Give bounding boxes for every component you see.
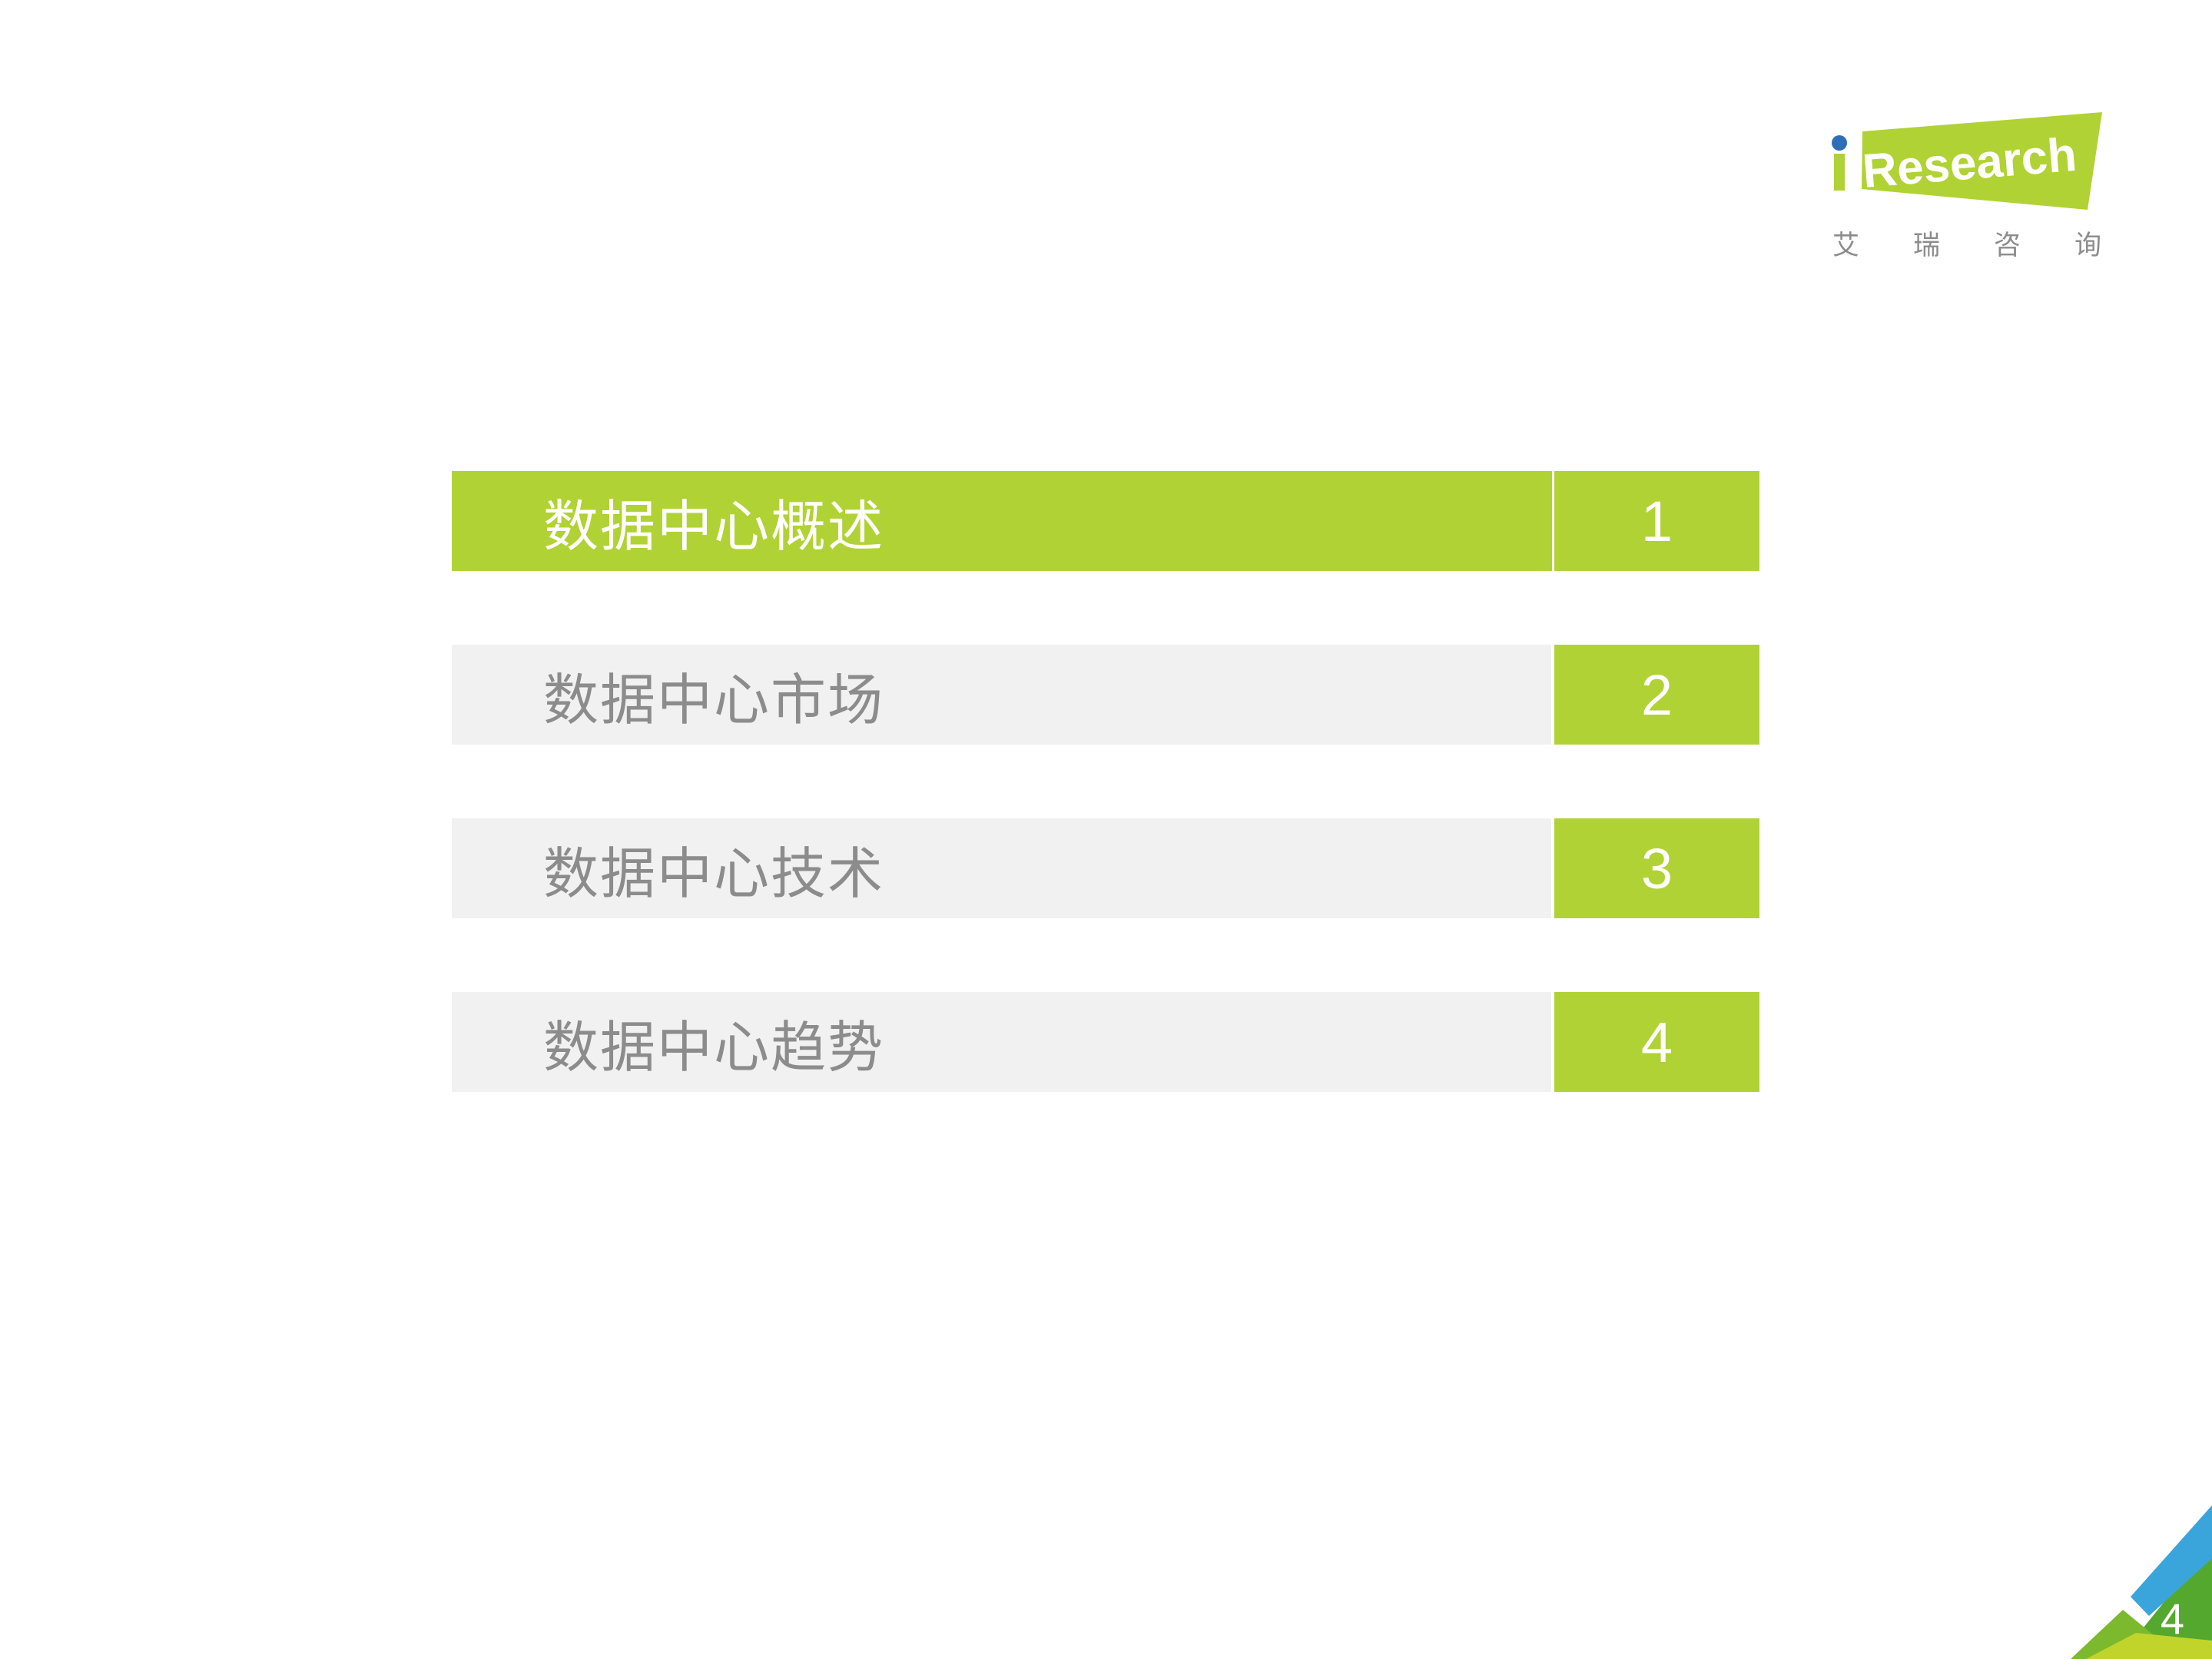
table-of-contents: 数据中心概述 1 数据中心市场 2 数据中心技术 3 数据中心趋势 4 xyxy=(452,471,1759,1092)
toc-item-label: 数据中心市场 xyxy=(452,645,1551,745)
toc-divider xyxy=(1551,645,1554,745)
toc-item-number: 3 xyxy=(1554,818,1759,918)
logo-subtitle-char: 咨 xyxy=(1993,231,2021,260)
toc-item-number: 2 xyxy=(1554,645,1759,745)
toc-divider xyxy=(1551,818,1554,918)
corner-lime-triangle xyxy=(2086,1633,2212,1659)
toc-item-label: 数据中心技术 xyxy=(452,818,1551,918)
iresearch-logo: Research 艾 瑞 咨 询 xyxy=(1821,108,2113,260)
toc-item-1[interactable]: 数据中心概述 1 xyxy=(452,471,1759,571)
page-number: 4 xyxy=(2160,1594,2184,1643)
logo-subtitle-char: 瑞 xyxy=(1912,231,1940,260)
iresearch-logo-mark: Research xyxy=(1832,112,2102,210)
logo-green-shape xyxy=(1862,112,2102,210)
toc-divider xyxy=(1551,992,1554,1092)
toc-item-3[interactable]: 数据中心技术 3 xyxy=(452,818,1759,918)
toc-item-number: 4 xyxy=(1554,992,1759,1092)
logo-subtitle-char: 艾 xyxy=(1832,231,1860,260)
toc-divider xyxy=(1552,471,1554,571)
logo-i-stem-icon xyxy=(1834,154,1845,191)
toc-item-4[interactable]: 数据中心趋势 4 xyxy=(452,992,1759,1092)
corner-decoration xyxy=(2071,1505,2212,1659)
toc-item-2[interactable]: 数据中心市场 2 xyxy=(452,645,1759,745)
logo-subtitle-char: 询 xyxy=(2074,231,2101,260)
logo-i-dot-icon xyxy=(1832,135,1847,151)
corner-blue-band xyxy=(2131,1505,2212,1616)
toc-item-label: 数据中心趋势 xyxy=(452,992,1551,1092)
toc-item-label: 数据中心概述 xyxy=(452,471,1552,571)
logo-subtitle: 艾 瑞 咨 询 xyxy=(1832,224,2101,263)
toc-item-number: 1 xyxy=(1554,471,1759,571)
